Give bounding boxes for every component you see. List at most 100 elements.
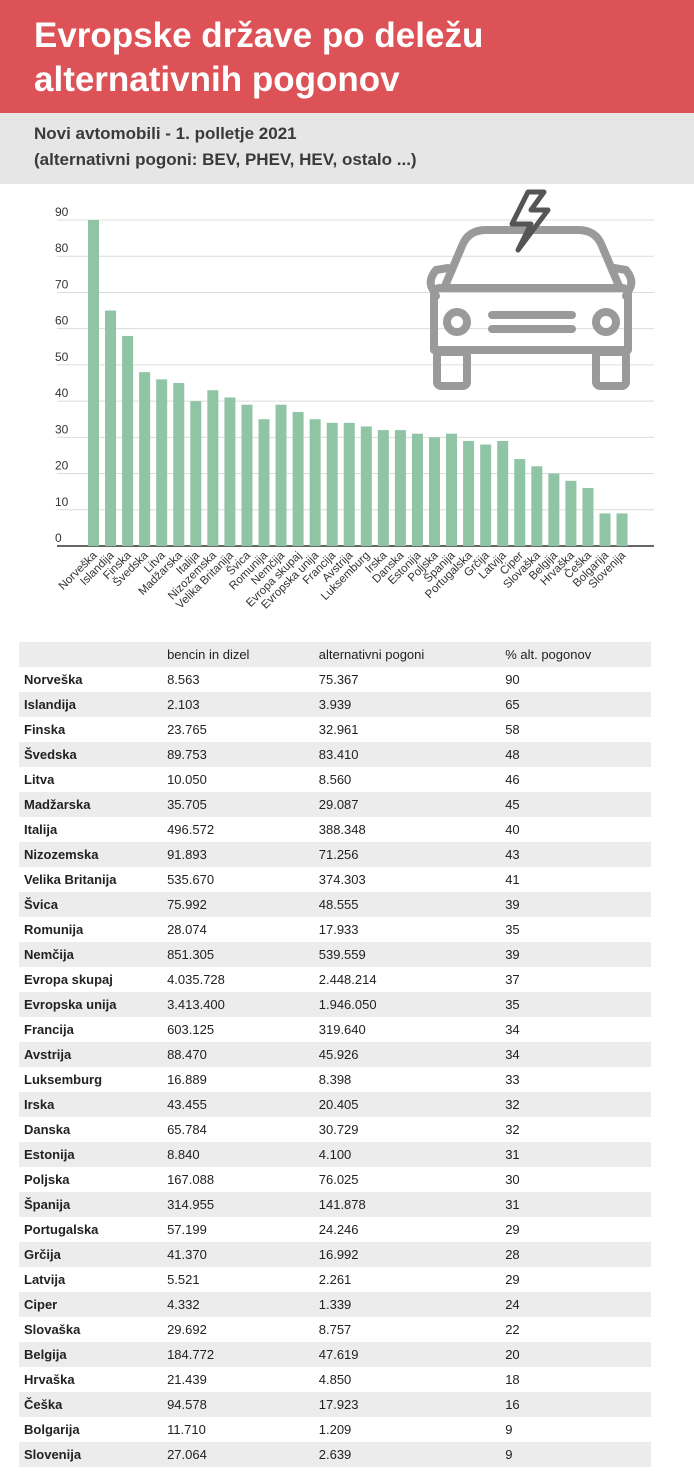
bar: [599, 513, 611, 546]
table-cell-alternative: 4.850: [318, 1372, 352, 1387]
table-cell-alternative: 4.100: [318, 1147, 352, 1162]
table-row: Portugalska 57.199 24.246 29: [19, 1217, 651, 1242]
table-header-percent: % alt. pogonov: [505, 647, 592, 662]
table-cell-country: Grčija: [24, 1247, 61, 1262]
bar: [531, 466, 543, 546]
bar: [173, 383, 185, 546]
table-cell-percent: 35: [505, 922, 520, 937]
table-cell-petrol-diesel: 88.470: [167, 1047, 207, 1062]
table-cell-petrol-diesel: 27.064: [167, 1447, 207, 1462]
bar: [122, 335, 134, 546]
table-cell-petrol-diesel: 4.332: [167, 1297, 200, 1312]
y-tick-label: 40: [55, 386, 69, 400]
table-cell-alternative: 8.398: [318, 1072, 352, 1087]
table-cell-petrol-diesel: 21.439: [167, 1372, 207, 1387]
page-title: Evropske države po deležu alternativnih …: [34, 14, 674, 102]
table-header-alternative: alternativni pogoni: [318, 647, 425, 662]
table-cell-petrol-diesel: 496.572: [167, 822, 215, 837]
table-cell-country: Nizozemska: [24, 847, 99, 862]
subtitle-line-2: (alternativni pogoni: BEV, PHEV, HEV, os…: [34, 150, 417, 169]
table-cell-alternative: 1.946.050: [318, 997, 377, 1012]
table-row: Bolgarija 11.710 1.209 9: [19, 1417, 651, 1442]
table-cell-petrol-diesel: 35.705: [167, 797, 207, 812]
table-cell-country: Švica: [24, 897, 58, 912]
table-cell-percent: 39: [505, 897, 520, 912]
table-cell-percent: 30: [505, 1172, 520, 1187]
table-cell-country: Litva: [24, 772, 55, 787]
table-cell-alternative: 141.878: [318, 1197, 366, 1212]
table-cell-alternative: 76.025: [318, 1172, 359, 1187]
table-cell-country: Velika Britanija: [24, 872, 117, 887]
table-row: Švedska 89.753 83.410 48: [19, 742, 651, 767]
bar: [463, 440, 475, 546]
table-cell-alternative: 71.256: [318, 847, 359, 862]
table-cell-percent: 35: [505, 997, 520, 1012]
table-cell-alternative: 2.448.214: [318, 972, 377, 987]
table-cell-alternative: 17.923: [318, 1397, 359, 1412]
table-cell-alternative: 2.261: [318, 1272, 352, 1287]
table-cell-petrol-diesel: 91.893: [167, 847, 207, 862]
table-cell-country: Avstrija: [24, 1047, 72, 1062]
bar: [497, 440, 509, 546]
table-row: Danska 65.784 30.729 32: [19, 1117, 651, 1142]
table-row: Estonija 8.840 4.100 31: [19, 1142, 651, 1167]
y-tick-label: 50: [55, 350, 69, 364]
bar: [411, 433, 423, 546]
bar: [394, 430, 406, 546]
bar: [224, 397, 236, 546]
table-cell-alternative: 45.926: [318, 1047, 359, 1062]
table-cell-petrol-diesel: 16.889: [167, 1072, 207, 1087]
table-cell-petrol-diesel: 535.670: [167, 872, 215, 887]
bar: [156, 379, 168, 546]
table-cell-alternative: 8.560: [318, 772, 352, 787]
lightning-bolt-icon: [509, 189, 551, 253]
table-cell-petrol-diesel: 314.955: [167, 1197, 215, 1212]
table-cell-country: Danska: [24, 1122, 71, 1137]
table-cell-alternative: 8.757: [318, 1322, 352, 1337]
bar: [548, 473, 560, 546]
bar-chart: 0 10 20 30 40 50 60 70 80 90 NorveškaIslandijaFin…: [55, 189, 654, 611]
table-row: Grčija 41.370 16.992 28: [19, 1242, 651, 1267]
table-cell-country: Španija: [24, 1197, 71, 1212]
table-cell-percent: 9: [505, 1422, 513, 1437]
subheader: Novi avtomobili - 1. polletje 2021 (alte…: [0, 113, 694, 184]
table-cell-country: Bolgarija: [24, 1422, 80, 1437]
table-cell-petrol-diesel: 57.199: [167, 1222, 207, 1237]
table-cell-alternative: 20.405: [318, 1097, 359, 1112]
table-cell-country: Češka: [24, 1397, 63, 1412]
table-cell-alternative: 24.246: [318, 1222, 359, 1237]
y-tick-label: 30: [55, 422, 69, 436]
table-cell-alternative: 83.410: [318, 747, 359, 762]
table-cell-petrol-diesel: 41.370: [167, 1247, 207, 1262]
header-banner: Evropske države po deležu alternativnih …: [0, 0, 694, 113]
y-tick-label: 70: [55, 277, 69, 291]
bar: [377, 430, 389, 546]
table-row: Italija 496.572 388.348 40: [19, 817, 651, 842]
table-cell-percent: 33: [505, 1072, 520, 1087]
y-tick-label: 0: [55, 531, 62, 545]
title-line-1: Evropske države po deležu: [34, 16, 484, 55]
table-row: Velika Britanija 535.670 374.303 41: [19, 867, 651, 892]
bar: [616, 513, 628, 546]
table-cell-petrol-diesel: 28.074: [167, 922, 207, 937]
table-cell-petrol-diesel: 89.753: [167, 747, 207, 762]
table-cell-country: Hrvaška: [24, 1372, 75, 1387]
table-row: Poljska 167.088 76.025 30: [19, 1167, 651, 1192]
bar: [343, 422, 355, 546]
table-cell-alternative: 48.555: [318, 897, 359, 912]
table-cell-petrol-diesel: 94.578: [167, 1397, 207, 1412]
table-cell-alternative: 1.339: [318, 1297, 352, 1312]
subtitle-line-1: Novi avtomobili - 1. polletje 2021: [34, 124, 297, 143]
table-row: Ciper 4.332 1.339 24: [19, 1292, 651, 1317]
table-cell-alternative: 2.639: [318, 1447, 352, 1462]
table-row: Hrvaška 21.439 4.850 18: [19, 1367, 651, 1392]
table-cell-percent: 45: [505, 797, 520, 812]
bar: [326, 422, 338, 546]
table-body: Norveška 8.563 75.367 90 Islandija 2.103 3.939…: [19, 667, 651, 1467]
table-cell-percent: 31: [505, 1147, 520, 1162]
table-cell-percent: 28: [505, 1247, 520, 1262]
table-cell-percent: 34: [505, 1047, 520, 1062]
bar: [190, 401, 202, 546]
table-cell-country: Belgija: [24, 1347, 67, 1362]
table-cell-petrol-diesel: 23.765: [167, 722, 207, 737]
